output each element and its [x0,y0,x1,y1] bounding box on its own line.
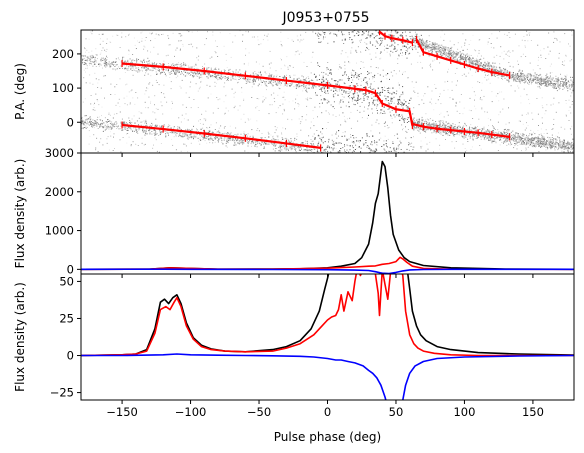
pa-segment-2 [378,30,414,47]
y-tick-label: 0 [67,349,74,363]
x-tick-label: 100 [453,405,475,419]
x-axis-label: Pulse phase (deg) [274,430,381,444]
y-tick-label: 25 [59,311,74,325]
zoom-profile-axes: −25 0 25 50 −150 −100 −50 0 50 100 150 [50,273,575,419]
profile-axes: 0 1000 2000 3000 [45,146,575,278]
y-tick-label: 50 [59,274,74,288]
axes-frame [80,273,575,401]
pa-track-line [415,39,510,77]
y-tick-label: 0 [67,115,74,129]
x-tick-label: −50 [247,405,271,419]
y-tick-label: 0 [67,262,74,276]
profile-line-0 [81,274,574,357]
pa-track-line [121,123,321,149]
y-tick-label: 200 [52,47,74,61]
y-tick-label: −25 [50,386,74,400]
zoom-profile-ylabel: Flux density (arb.) [13,282,27,392]
pa-track-line [412,122,510,139]
x-tick-label: −150 [106,405,138,419]
y-tick-label: 3000 [45,146,74,160]
zoom-profile-series [81,274,574,400]
pa-segment-0 [121,59,414,130]
y-tick-label: 2000 [45,185,74,199]
pa-ylabel: P.A. (deg) [13,63,27,120]
x-tick-label: 0 [324,405,331,419]
pa-axes: 0 100 200 [52,29,575,157]
position-angle-panel: 0 100 200 P.A. (deg) [13,29,575,157]
y-tick-label: 1000 [45,224,74,238]
pa-segment-3 [415,36,511,79]
profile-line-2 [81,353,574,400]
x-tick-label: 150 [522,405,544,419]
profile-ylabel: Flux density (arb.) [13,159,27,269]
pa-segment-1 [121,121,322,152]
profile-line-1 [81,274,574,357]
pa-segment-4 [411,120,511,141]
profile-line-0 [81,160,574,271]
profile-panel: 0 1000 2000 3000 Flux density (arb.) [13,146,575,278]
zoom-profile-panel: −25 0 25 50 −150 −100 −50 0 50 100 150 Flux densit… [13,273,575,444]
profile-line-2 [81,268,574,274]
x-tick-label: 50 [389,405,404,419]
profile-line-1 [81,256,574,271]
pa-series [121,30,511,152]
x-tick-label: −100 [175,405,207,419]
axes-frame [80,152,575,275]
y-tick-label: 100 [52,81,74,95]
chart-title: J0953+0755 [281,10,369,26]
profile-series [81,160,574,274]
